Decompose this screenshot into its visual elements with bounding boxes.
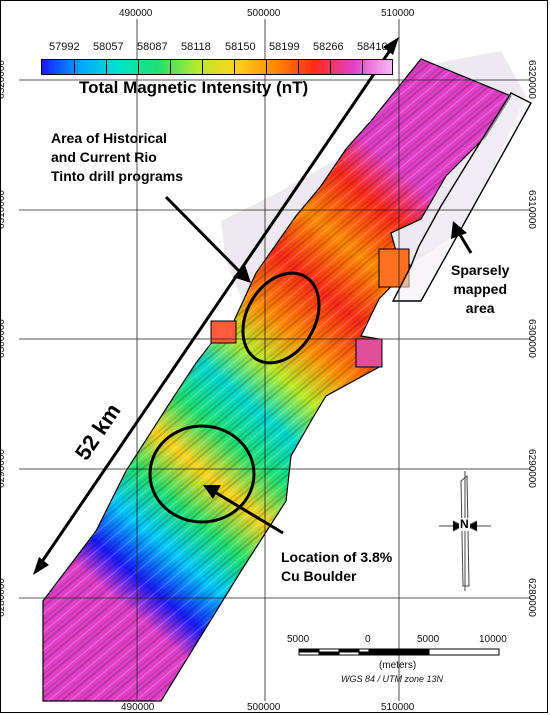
boulder-callout: Location of 3.8% Cu Boulder — [281, 548, 392, 586]
legend-value: 57992 — [49, 41, 80, 53]
sparse-callout-line-1: Sparsely — [451, 262, 510, 278]
distance-arrow — [33, 37, 399, 575]
legend-divider — [234, 60, 235, 74]
x-tick-bottom-490000: 490000 — [121, 702, 155, 713]
drill-program-ellipse — [241, 271, 321, 365]
callout-arrows — [164, 195, 473, 535]
boulder-ellipse — [148, 424, 256, 524]
survey-block-east — [355, 338, 383, 368]
legend-value: 58118 — [181, 41, 211, 53]
sparse-area-outline — [391, 92, 532, 302]
legend-divider — [170, 60, 171, 74]
north-arrow-icon — [439, 471, 491, 591]
y-tick-right-6320000: 6320000 — [525, 60, 537, 99]
historical-callout-line-1: Area of Historical — [51, 130, 167, 146]
historical-callout-line-3: Tinto drill programs — [51, 168, 183, 184]
y-tick-right-6300000: 6300000 — [525, 319, 537, 358]
boulder-callout-line-2: Cu Boulder — [281, 568, 357, 584]
x-tick-top-510000: 510000 — [381, 8, 415, 19]
legend-divider — [202, 60, 203, 74]
legend-divider — [138, 60, 139, 74]
projection-label: WGS 84 / UTM zone 13N — [341, 674, 444, 684]
y-tick-right-6310000: 6310000 — [525, 190, 537, 229]
y-tick-left-6300000: 6300000 — [0, 319, 7, 358]
x-tick-top-490000: 490000 — [119, 8, 153, 19]
historical-callout-line-2: and Current Rio — [51, 149, 157, 165]
x-tick-bottom-510000: 510000 — [381, 702, 415, 713]
x-tick-top-500000: 500000 — [247, 8, 281, 19]
legend-colorbar — [41, 59, 393, 75]
sparse-callout-line-3: area — [465, 300, 495, 316]
y-tick-left-6310000: 6310000 — [0, 190, 7, 229]
y-tick-left-6320000: 6320000 — [0, 60, 7, 99]
legend-value: 58087 — [137, 41, 168, 53]
boulder-callout-line-1: Location of 3.8% — [281, 549, 393, 565]
legend-value: 58266 — [313, 41, 344, 53]
y-tick-left-6290000: 6290000 — [0, 449, 7, 488]
y-tick-right-6290000: 6290000 — [525, 449, 537, 488]
legend-divider — [330, 60, 331, 74]
scalebar — [298, 648, 500, 656]
sparse-area-callout: Sparsely mapped area — [451, 261, 509, 318]
historical-drill-callout: Area of Historical and Current Rio Tinto… — [51, 129, 183, 186]
legend-divider — [266, 60, 267, 74]
north-letter: N — [459, 517, 470, 531]
survey-texture — [43, 59, 511, 701]
scale-label-0: 0 — [365, 634, 371, 645]
legend-value: 58150 — [225, 41, 256, 53]
legend-divider — [362, 60, 363, 74]
y-tick-left-6280000: 6280000 — [0, 578, 7, 617]
legend-divider — [106, 60, 107, 74]
legend-divider — [298, 60, 299, 74]
legend-value: 58410 — [357, 41, 388, 53]
survey-block-west — [210, 320, 237, 344]
sparse-callout-line-2: mapped — [453, 281, 508, 297]
legend-divider — [74, 60, 75, 74]
scale-label-5000-left: 5000 — [287, 634, 310, 645]
scale-label-10000: 10000 — [479, 634, 507, 645]
legend-value: 58057 — [93, 41, 124, 53]
y-tick-right-6280000: 6280000 — [525, 578, 537, 617]
legend-value: 58199 — [269, 41, 300, 53]
legend-title: Total Magnetic Intensity (nT) — [79, 78, 309, 97]
scale-label-5000-right: 5000 — [417, 634, 440, 645]
x-tick-bottom-500000: 500000 — [247, 702, 281, 713]
scale-units: (meters) — [379, 660, 417, 671]
legend-values: 57992 58057 58087 58118 58150 58199 58266 58410 — [49, 41, 389, 57]
